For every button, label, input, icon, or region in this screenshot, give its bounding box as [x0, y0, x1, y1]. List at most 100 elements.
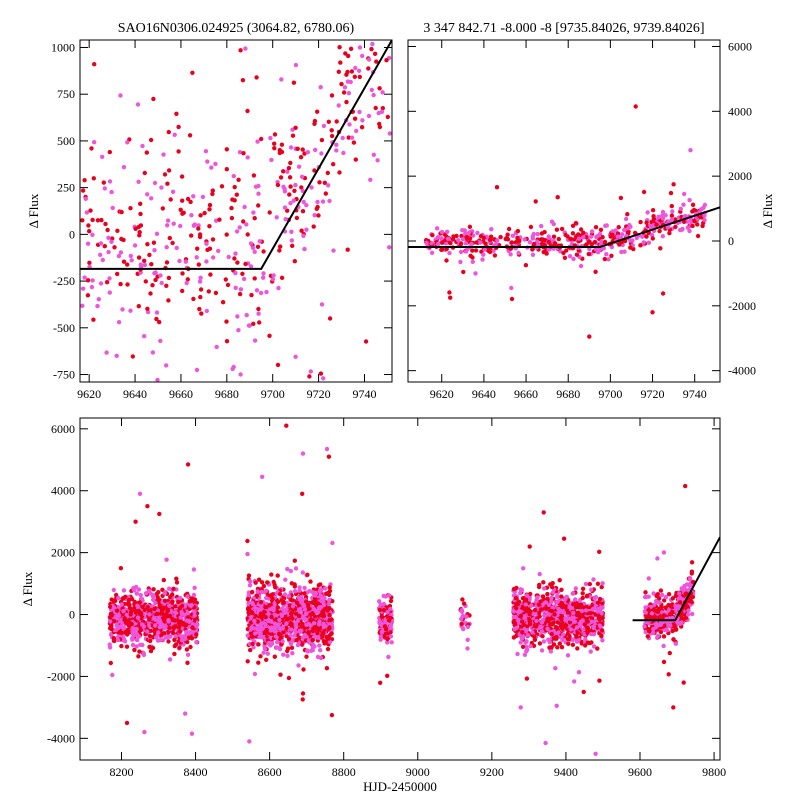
data-point: [470, 248, 475, 253]
data-point: [323, 191, 328, 196]
data-point: [176, 124, 181, 130]
data-point: [296, 164, 302, 169]
data-point: [368, 177, 373, 182]
data-point: [531, 643, 537, 648]
data-point: [389, 640, 394, 645]
data-point: [287, 175, 293, 180]
data-point: [125, 262, 130, 267]
data-point: [702, 213, 707, 218]
data-point: [371, 152, 376, 157]
y-tick-label: 6000: [728, 39, 752, 53]
data-point: [592, 239, 598, 245]
data-point: [169, 616, 175, 622]
data-point: [540, 634, 545, 639]
data-point: [702, 202, 708, 208]
data-point: [683, 587, 688, 592]
data-point: [325, 646, 331, 652]
data-point: [235, 314, 240, 319]
data-point: [95, 303, 100, 309]
data-point: [152, 606, 157, 612]
x-tick-label: 9660: [169, 387, 193, 401]
data-point: [185, 652, 191, 657]
data-point: [575, 630, 580, 636]
data-point: [154, 310, 160, 315]
data-point: [470, 259, 475, 264]
data-point: [595, 646, 600, 651]
data-point: [293, 611, 299, 616]
data-point: [430, 233, 435, 238]
data-point: [156, 630, 161, 635]
data-point: [557, 641, 562, 646]
data-point: [143, 591, 149, 596]
data-point: [317, 180, 322, 185]
data-point: [173, 610, 178, 615]
data-point: [690, 611, 695, 617]
data-point: [304, 654, 309, 659]
data-point: [567, 633, 572, 639]
data-point: [121, 588, 127, 593]
data-point: [377, 86, 382, 91]
data-point: [151, 240, 157, 245]
data-point: [219, 184, 225, 189]
data-point: [554, 227, 560, 232]
data-point: [513, 606, 519, 611]
data-point: [191, 592, 197, 598]
data-point: [514, 602, 519, 607]
data-point: [660, 291, 666, 296]
data-point: [542, 586, 547, 591]
data-point: [248, 609, 254, 614]
data-point: [348, 46, 354, 51]
data-point: [307, 589, 312, 594]
data-point: [277, 626, 282, 631]
data-point: [520, 630, 525, 635]
data-point: [148, 291, 153, 296]
data-point: [334, 119, 339, 124]
points-bottom: [107, 423, 696, 756]
data-point: [299, 185, 304, 190]
data-point: [286, 636, 292, 642]
data-point: [85, 278, 91, 283]
data-point: [152, 180, 158, 186]
data-point: [263, 621, 268, 627]
data-point: [145, 504, 150, 509]
data-point: [666, 592, 672, 597]
data-point: [649, 611, 655, 616]
data-point: [142, 607, 147, 612]
data-point: [197, 306, 202, 312]
data-point: [292, 633, 297, 638]
data-point: [121, 625, 127, 631]
data-point: [194, 367, 200, 373]
data-point: [571, 610, 576, 616]
data-point: [167, 603, 172, 608]
data-point: [536, 602, 542, 607]
data-point: [539, 648, 545, 653]
data-point: [628, 238, 633, 243]
data-point: [616, 225, 621, 230]
data-point: [167, 625, 172, 631]
data-point: [164, 612, 169, 618]
data-point: [382, 634, 387, 639]
data-point: [561, 536, 567, 541]
data-point: [489, 227, 494, 232]
data-point: [523, 263, 529, 268]
data-point: [464, 234, 470, 240]
data-point: [643, 629, 648, 635]
data-point: [623, 216, 629, 222]
data-point: [369, 46, 374, 52]
data-point: [139, 622, 145, 627]
data-point: [280, 626, 286, 631]
data-point: [597, 678, 602, 683]
data-point: [366, 57, 372, 62]
data-point: [570, 223, 576, 228]
data-point: [208, 272, 213, 277]
data-point: [292, 589, 298, 594]
data-point: [336, 69, 341, 75]
data-point: [251, 321, 256, 326]
data-point: [381, 601, 387, 607]
data-point: [373, 105, 378, 111]
data-point: [312, 213, 317, 218]
data-point: [306, 602, 311, 607]
data-point: [689, 571, 694, 576]
data-point: [498, 234, 503, 240]
data-point: [555, 195, 560, 200]
